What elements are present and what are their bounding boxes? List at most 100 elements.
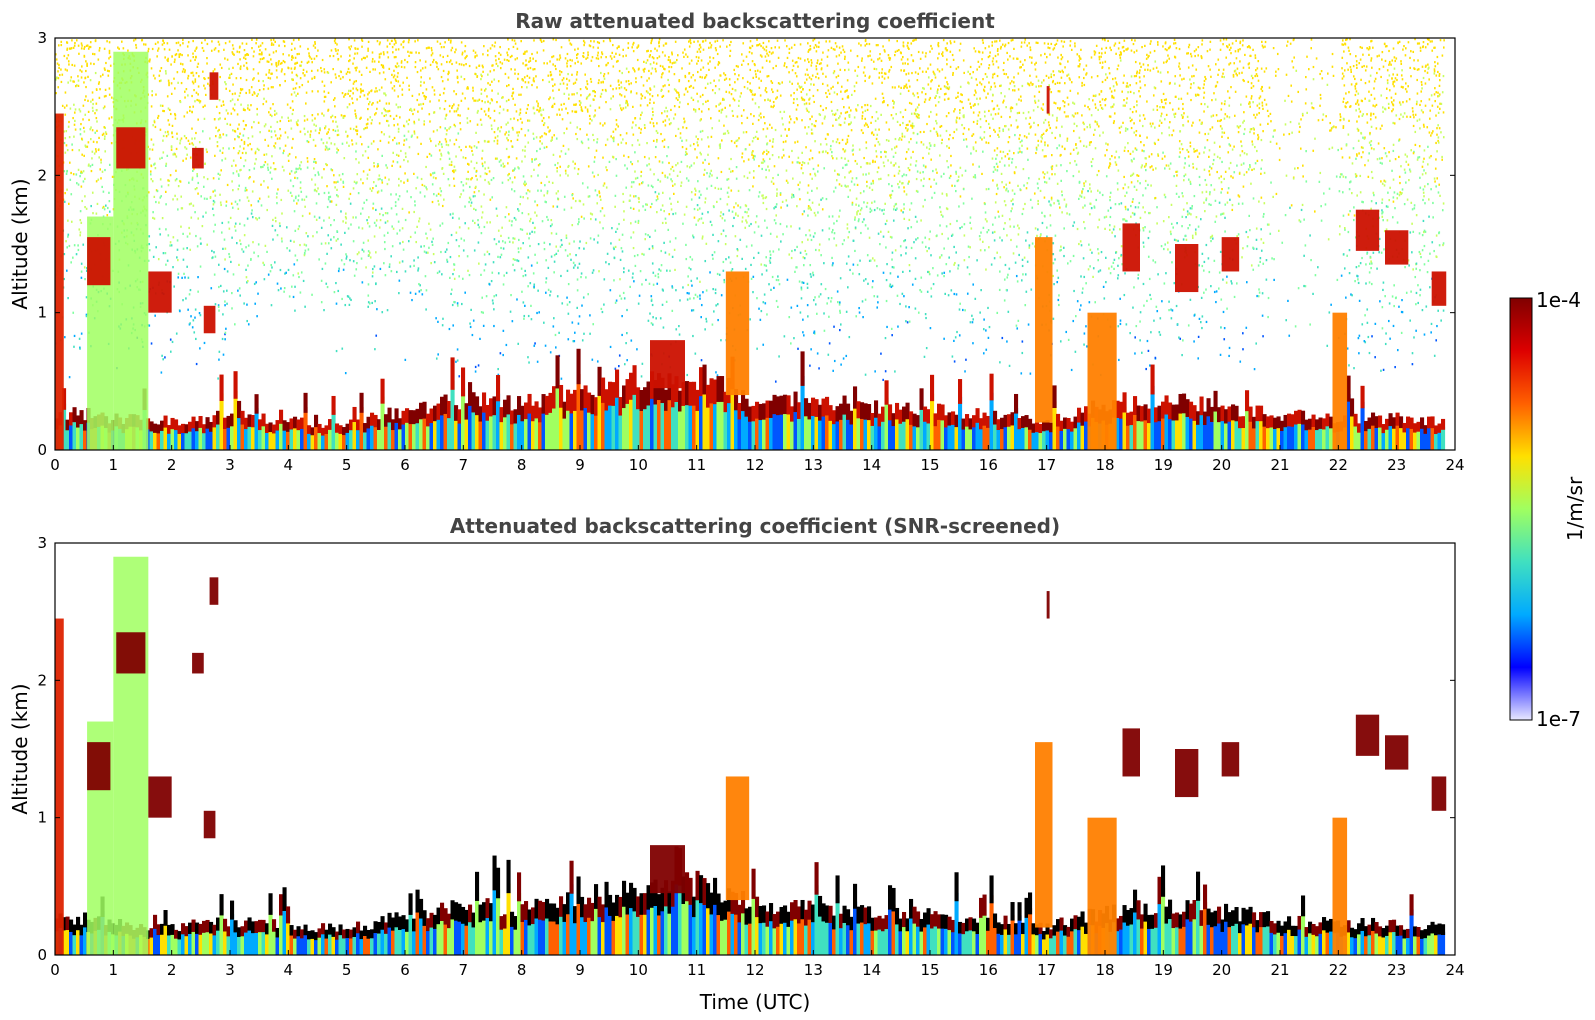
noise-pixel <box>1150 153 1153 156</box>
noise-pixel <box>768 50 771 54</box>
noise-pixel <box>1433 46 1435 49</box>
noise-pixel <box>615 60 618 63</box>
noise-pixel <box>1432 201 1434 205</box>
noise-pixel <box>1260 167 1262 170</box>
noise-pixel <box>527 129 530 132</box>
noise-pixel <box>830 297 833 300</box>
noise-pixel <box>1057 199 1060 203</box>
noise-pixel <box>885 246 887 249</box>
noise-pixel <box>1356 66 1358 69</box>
noise-pixel <box>868 42 871 46</box>
noise-pixel <box>1023 256 1026 259</box>
noise-pixel <box>1387 205 1389 208</box>
noise-pixel <box>225 289 228 292</box>
noise-pixel <box>557 162 559 165</box>
noise-pixel <box>465 145 467 149</box>
noise-pixel <box>384 92 386 95</box>
noise-pixel <box>253 282 256 286</box>
noise-pixel <box>407 41 410 44</box>
noise-pixel <box>74 41 76 45</box>
noise-pixel <box>251 216 254 219</box>
noise-pixel <box>359 135 362 138</box>
noise-pixel <box>489 221 491 224</box>
noise-pixel <box>649 121 652 124</box>
noise-pixel <box>1406 115 1408 118</box>
noise-pixel <box>475 174 477 178</box>
noise-pixel <box>884 155 887 158</box>
noise-pixel <box>802 88 804 91</box>
noise-pixel <box>670 178 672 181</box>
noise-pixel <box>902 62 904 65</box>
noise-pixel <box>966 292 969 295</box>
noise-pixel <box>1236 164 1238 167</box>
noise-pixel <box>901 182 903 185</box>
noise-pixel <box>1389 337 1391 340</box>
noise-pixel <box>419 69 422 72</box>
noise-pixel <box>1116 67 1119 71</box>
noise-pixel <box>894 151 897 154</box>
noise-pixel <box>858 311 861 314</box>
noise-pixel <box>1288 334 1291 337</box>
noise-pixel <box>859 209 862 212</box>
noise-pixel <box>429 173 432 176</box>
noise-pixel <box>1112 96 1115 99</box>
noise-pixel <box>658 192 660 195</box>
noise-pixel <box>1086 126 1089 129</box>
noise-pixel <box>108 87 111 90</box>
noise-pixel <box>1392 73 1394 76</box>
noise-pixel <box>1197 93 1200 97</box>
noise-pixel <box>1342 126 1345 129</box>
noise-pixel <box>956 330 958 334</box>
noise-pixel <box>347 295 350 298</box>
noise-pixel <box>376 107 378 110</box>
noise-pixel <box>162 139 164 142</box>
noise-pixel <box>307 130 309 133</box>
noise-pixel <box>866 201 869 205</box>
noise-pixel <box>1404 82 1407 85</box>
noise-pixel <box>981 58 983 61</box>
noise-pixel <box>395 114 398 117</box>
noise-pixel <box>1188 224 1191 227</box>
noise-pixel <box>814 172 816 175</box>
noise-pixel <box>1066 262 1069 265</box>
noise-pixel <box>1373 80 1376 83</box>
noise-pixel <box>908 79 910 82</box>
noise-pixel <box>371 119 373 122</box>
noise-pixel <box>637 160 639 163</box>
noise-pixel <box>936 274 939 277</box>
noise-pixel <box>1368 80 1371 83</box>
noise-pixel <box>786 56 789 60</box>
noise-pixel <box>1194 54 1196 58</box>
noise-pixel <box>1085 64 1088 67</box>
noise-pixel <box>747 158 750 161</box>
noise-pixel <box>1112 228 1115 231</box>
noise-pixel <box>988 126 991 129</box>
noise-pixel <box>1408 98 1411 101</box>
noise-pixel <box>288 249 291 252</box>
noise-pixel <box>1154 60 1157 63</box>
noise-pixel <box>985 96 987 99</box>
noise-pixel <box>1053 47 1056 50</box>
noise-pixel <box>1101 61 1104 64</box>
noise-pixel <box>909 163 912 166</box>
noise-pixel <box>898 48 900 52</box>
noise-pixel <box>651 247 654 250</box>
noise-pixel <box>951 233 954 236</box>
noise-pixel <box>196 175 199 178</box>
noise-pixel <box>450 160 453 164</box>
noise-pixel <box>1428 38 1430 41</box>
noise-pixel <box>420 177 423 181</box>
noise-pixel <box>958 117 961 120</box>
noise-pixel <box>1379 161 1382 164</box>
noise-pixel <box>945 193 948 196</box>
noise-pixel <box>754 155 756 158</box>
noise-pixel <box>578 199 581 202</box>
noise-pixel <box>1038 177 1040 181</box>
noise-pixel <box>1124 219 1127 222</box>
noise-pixel <box>711 323 714 326</box>
noise-pixel <box>881 92 884 95</box>
noise-pixel <box>198 99 200 102</box>
noise-pixel <box>994 113 997 116</box>
noise-pixel <box>1020 41 1023 44</box>
noise-pixel <box>1372 251 1375 254</box>
